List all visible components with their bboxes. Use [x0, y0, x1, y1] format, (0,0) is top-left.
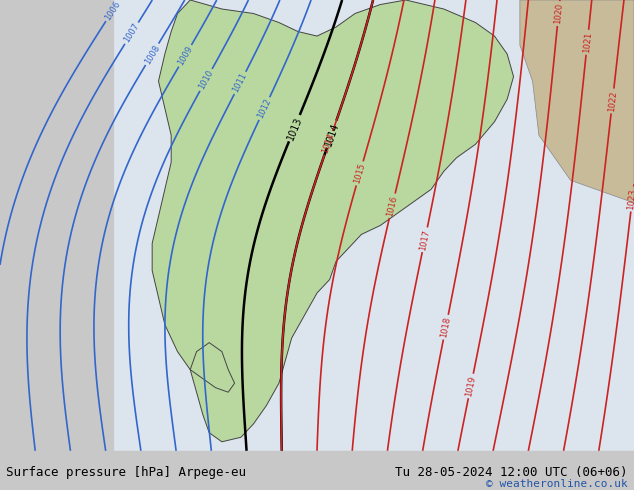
Text: 1019: 1019 — [464, 375, 477, 397]
Text: 1014: 1014 — [321, 131, 337, 154]
Polygon shape — [520, 0, 634, 203]
Text: 1010: 1010 — [197, 69, 215, 91]
Text: 1018: 1018 — [439, 316, 452, 339]
Text: 1011: 1011 — [231, 72, 249, 94]
Text: 1022: 1022 — [607, 90, 618, 112]
Text: 1008: 1008 — [143, 43, 162, 66]
Text: 1006: 1006 — [103, 0, 122, 22]
Text: 1020: 1020 — [553, 2, 564, 25]
Text: 1012: 1012 — [256, 97, 273, 120]
Text: 1017: 1017 — [418, 228, 431, 251]
Polygon shape — [114, 0, 634, 451]
Polygon shape — [152, 0, 514, 442]
Text: © weatheronline.co.uk: © weatheronline.co.uk — [486, 479, 628, 489]
Text: Surface pressure [hPa] Arpege-eu: Surface pressure [hPa] Arpege-eu — [6, 466, 247, 480]
Text: 1016: 1016 — [385, 195, 399, 217]
Text: 1021: 1021 — [582, 31, 593, 53]
Text: 1009: 1009 — [176, 45, 194, 67]
Text: 1015: 1015 — [353, 162, 367, 185]
Text: 1007: 1007 — [122, 22, 141, 45]
Text: 1013: 1013 — [285, 115, 304, 142]
Polygon shape — [190, 343, 235, 392]
Text: 1014: 1014 — [323, 121, 340, 147]
Text: 1023: 1023 — [626, 188, 634, 210]
Text: Tu 28-05-2024 12:00 UTC (06+06): Tu 28-05-2024 12:00 UTC (06+06) — [395, 466, 628, 480]
